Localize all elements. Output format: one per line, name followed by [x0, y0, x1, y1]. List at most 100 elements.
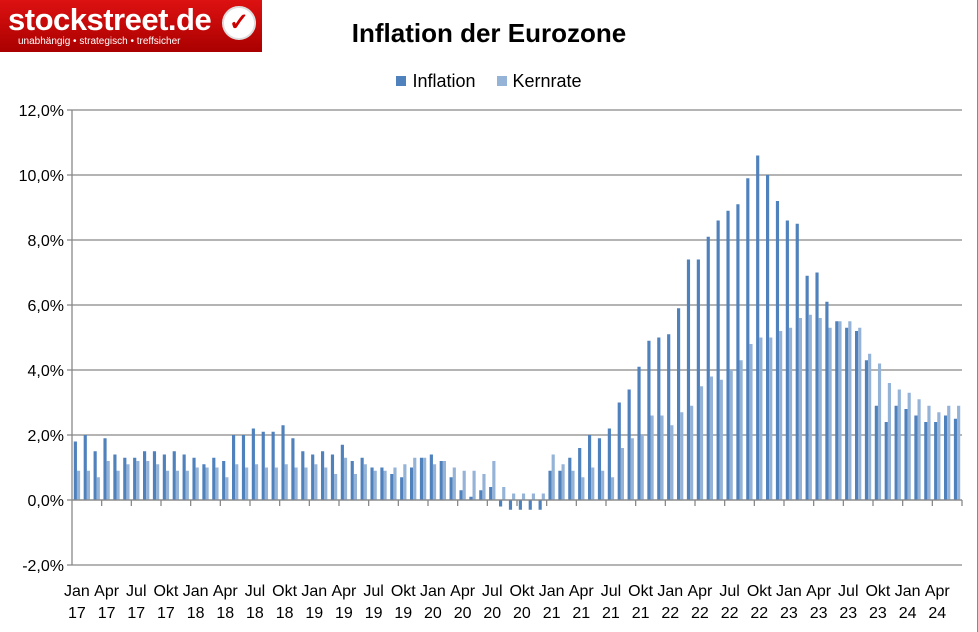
bar-kernrate — [620, 448, 624, 500]
x-tick-label: Jan — [895, 583, 921, 600]
bar-kernrate — [492, 461, 496, 500]
bar-inflation — [133, 457, 137, 500]
bar-inflation — [627, 389, 631, 500]
bar-inflation — [390, 474, 394, 500]
x-tick-label: 23 — [839, 605, 857, 622]
bar-kernrate — [472, 470, 476, 500]
x-tick-label: 21 — [632, 605, 650, 622]
bar-kernrate — [76, 470, 81, 500]
y-tick-label: -2,0% — [22, 558, 64, 575]
bar-kernrate — [373, 470, 377, 500]
legend: Inflation Kernrate — [0, 70, 977, 92]
y-tick-label: 0,0% — [28, 493, 64, 510]
x-tick-label: Okt — [509, 583, 534, 600]
bar-inflation — [874, 405, 878, 500]
bar-kernrate — [215, 467, 219, 500]
bar-inflation — [855, 331, 859, 500]
legend-label: Kernrate — [512, 70, 582, 91]
y-tick-label: 8,0% — [28, 233, 64, 250]
bar-inflation — [568, 457, 572, 500]
bar-inflation — [251, 428, 255, 500]
x-tick-label: Jul — [126, 583, 146, 600]
x-tick-label: 17 — [98, 605, 116, 622]
bar-kernrate — [848, 321, 852, 500]
bar-inflation — [113, 454, 117, 500]
x-tick-label: 18 — [216, 605, 234, 622]
checkmark-icon: ✓ — [222, 6, 256, 40]
bar-inflation — [271, 431, 275, 500]
bar-kernrate — [937, 412, 941, 500]
bar-inflation — [637, 366, 641, 500]
bar-kernrate — [798, 318, 802, 500]
bar-inflation — [677, 308, 681, 500]
y-tick-label: 6,0% — [28, 298, 64, 315]
logo: stockstreet.de unabhängig • strategisch … — [0, 0, 262, 52]
bar-kernrate — [343, 457, 348, 500]
x-tick-label: 23 — [869, 605, 887, 622]
x-tick-label: 22 — [750, 605, 768, 622]
legend-label: Inflation — [412, 70, 476, 91]
bar-inflation — [410, 467, 414, 500]
bar-inflation — [123, 457, 127, 500]
logo-tagline: unabhängig • strategisch • treffsicher — [18, 36, 181, 47]
bar-inflation — [914, 415, 918, 500]
bar-inflation — [766, 175, 770, 500]
x-tick-label: Jul — [601, 583, 621, 600]
x-tick-label: 24 — [899, 605, 917, 622]
x-tick-label: Jan — [657, 583, 683, 600]
bar-inflation — [281, 425, 285, 500]
bar-kernrate — [927, 405, 931, 500]
bar-inflation — [548, 470, 552, 500]
x-tick-label: 24 — [928, 605, 946, 622]
x-tick-label: 22 — [691, 605, 709, 622]
x-tick-label: Apr — [687, 583, 713, 600]
bar-kernrate — [314, 464, 318, 500]
bar-kernrate — [601, 470, 605, 500]
logo-brand: stockstreet.de — [8, 2, 212, 37]
bar-inflation — [449, 477, 453, 500]
bar-inflation — [746, 178, 750, 500]
bar-inflation — [597, 438, 602, 500]
bar-kernrate — [581, 477, 585, 500]
bar-inflation — [143, 451, 147, 500]
bar-inflation — [400, 477, 404, 500]
bar-kernrate — [828, 327, 832, 500]
bar-inflation — [558, 470, 562, 500]
bar-kernrate — [482, 474, 486, 500]
x-tick-label: 23 — [810, 605, 828, 622]
bar-inflation — [924, 422, 928, 500]
bar-inflation — [350, 461, 354, 500]
bar-inflation — [340, 444, 344, 500]
bar-inflation — [944, 415, 948, 500]
bar-kernrate — [769, 337, 773, 500]
x-tick-label: Jul — [363, 583, 383, 600]
bar-kernrate — [521, 493, 526, 500]
bar-kernrate — [660, 415, 664, 500]
bar-kernrate — [423, 457, 427, 500]
bar-inflation — [152, 451, 157, 500]
x-tick-label: Apr — [94, 583, 120, 600]
bar-kernrate — [304, 467, 308, 500]
y-tick-label: 2,0% — [28, 428, 64, 445]
x-tick-label: Jul — [838, 583, 858, 600]
bar-kernrate — [877, 363, 882, 500]
x-tick-label: Okt — [153, 583, 178, 600]
bar-kernrate — [551, 454, 555, 500]
bar-kernrate — [254, 464, 259, 500]
bar-kernrate — [146, 461, 150, 500]
bar-kernrate — [284, 464, 288, 500]
x-tick-label: Jul — [482, 583, 502, 600]
x-tick-label: Jan — [183, 583, 209, 600]
bar-inflation — [795, 223, 799, 500]
bar-kernrate — [116, 470, 120, 500]
bar-kernrate — [106, 461, 110, 500]
bar-kernrate — [808, 314, 812, 500]
bar-inflation — [706, 236, 710, 500]
x-tick-label: 20 — [454, 605, 472, 622]
bar-inflation — [232, 435, 236, 500]
bar-kernrate — [591, 467, 595, 500]
bar-kernrate — [650, 415, 654, 500]
bar-kernrate — [818, 318, 822, 500]
bar-kernrate — [452, 467, 456, 500]
